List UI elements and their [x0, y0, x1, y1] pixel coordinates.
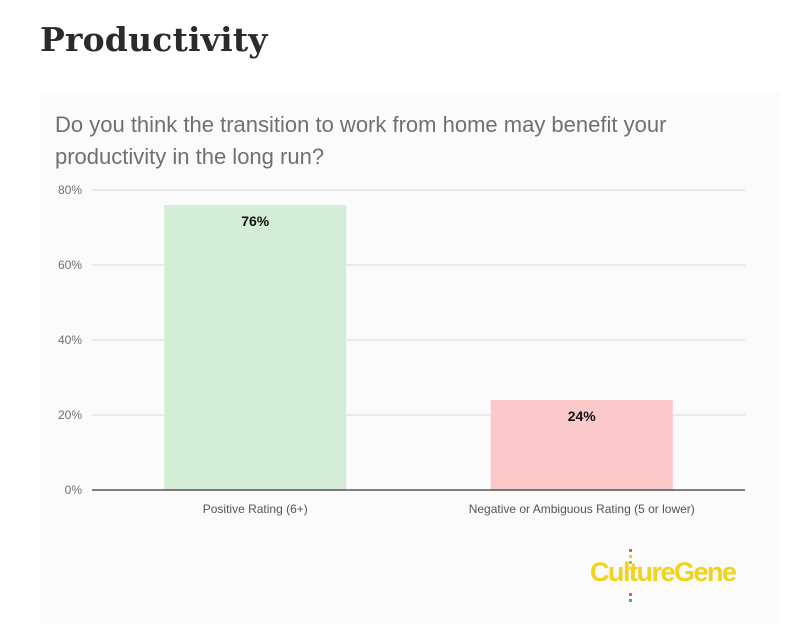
- y-tick-label: 0%: [65, 483, 83, 497]
- y-tick-label: 80%: [58, 183, 82, 197]
- culturegene-logo: CultureGene: [590, 547, 760, 607]
- bar: [490, 400, 673, 490]
- y-tick-label: 60%: [58, 258, 82, 272]
- data-label: 76%: [241, 213, 270, 229]
- chart-title: Do you think the transition to work from…: [55, 112, 667, 169]
- x-tick-label: Positive Rating (6+): [203, 502, 308, 516]
- bar-chart: 0% 20% 40% 60% 80% 76% Positive Rating (6+) 24%…: [58, 183, 745, 516]
- logo-text: CultureGene: [590, 557, 737, 587]
- bar: [164, 205, 347, 490]
- y-tick-label: 20%: [58, 408, 82, 422]
- page-title: Productivity: [40, 20, 268, 59]
- chart-card: Do you think the transition to work from…: [40, 93, 780, 624]
- data-label: 24%: [568, 408, 597, 424]
- logo-dna-strand-icon: [629, 549, 632, 602]
- y-tick-label: 40%: [58, 333, 82, 347]
- x-tick-label: Negative or Ambiguous Rating (5 or lower…: [469, 502, 695, 516]
